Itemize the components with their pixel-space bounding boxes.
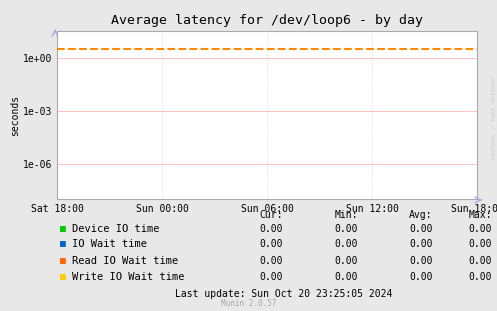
Text: 0.00: 0.00 xyxy=(334,224,358,234)
Text: ■: ■ xyxy=(60,239,66,249)
Text: 0.00: 0.00 xyxy=(469,256,492,266)
Text: 0.00: 0.00 xyxy=(260,272,283,282)
Text: RRDTOOL / TOBI OETIKER: RRDTOOL / TOBI OETIKER xyxy=(491,77,496,160)
Text: 0.00: 0.00 xyxy=(409,239,432,249)
Text: ■: ■ xyxy=(60,256,66,266)
Text: 0.00: 0.00 xyxy=(409,224,432,234)
Text: Cur:: Cur: xyxy=(260,210,283,220)
Text: Min:: Min: xyxy=(334,210,358,220)
Text: 0.00: 0.00 xyxy=(260,224,283,234)
Y-axis label: seconds: seconds xyxy=(10,95,20,136)
Title: Average latency for /dev/loop6 - by day: Average latency for /dev/loop6 - by day xyxy=(111,14,423,27)
Text: 0.00: 0.00 xyxy=(260,239,283,249)
Text: ■: ■ xyxy=(60,272,66,282)
Text: Write IO Wait time: Write IO Wait time xyxy=(72,272,184,282)
Text: Read IO Wait time: Read IO Wait time xyxy=(72,256,178,266)
Text: Max:: Max: xyxy=(469,210,492,220)
Text: Last update: Sun Oct 20 23:25:05 2024: Last update: Sun Oct 20 23:25:05 2024 xyxy=(174,289,392,299)
Text: Munin 2.0.57: Munin 2.0.57 xyxy=(221,299,276,308)
Text: 0.00: 0.00 xyxy=(260,256,283,266)
Text: IO Wait time: IO Wait time xyxy=(72,239,147,249)
Text: 0.00: 0.00 xyxy=(334,239,358,249)
Text: ■: ■ xyxy=(60,224,66,234)
Text: 0.00: 0.00 xyxy=(469,239,492,249)
Text: 0.00: 0.00 xyxy=(469,272,492,282)
Text: Avg:: Avg: xyxy=(409,210,432,220)
Text: 0.00: 0.00 xyxy=(334,272,358,282)
Text: Device IO time: Device IO time xyxy=(72,224,160,234)
Text: 0.00: 0.00 xyxy=(334,256,358,266)
Text: 0.00: 0.00 xyxy=(409,272,432,282)
Text: 0.00: 0.00 xyxy=(469,224,492,234)
Text: 0.00: 0.00 xyxy=(409,256,432,266)
